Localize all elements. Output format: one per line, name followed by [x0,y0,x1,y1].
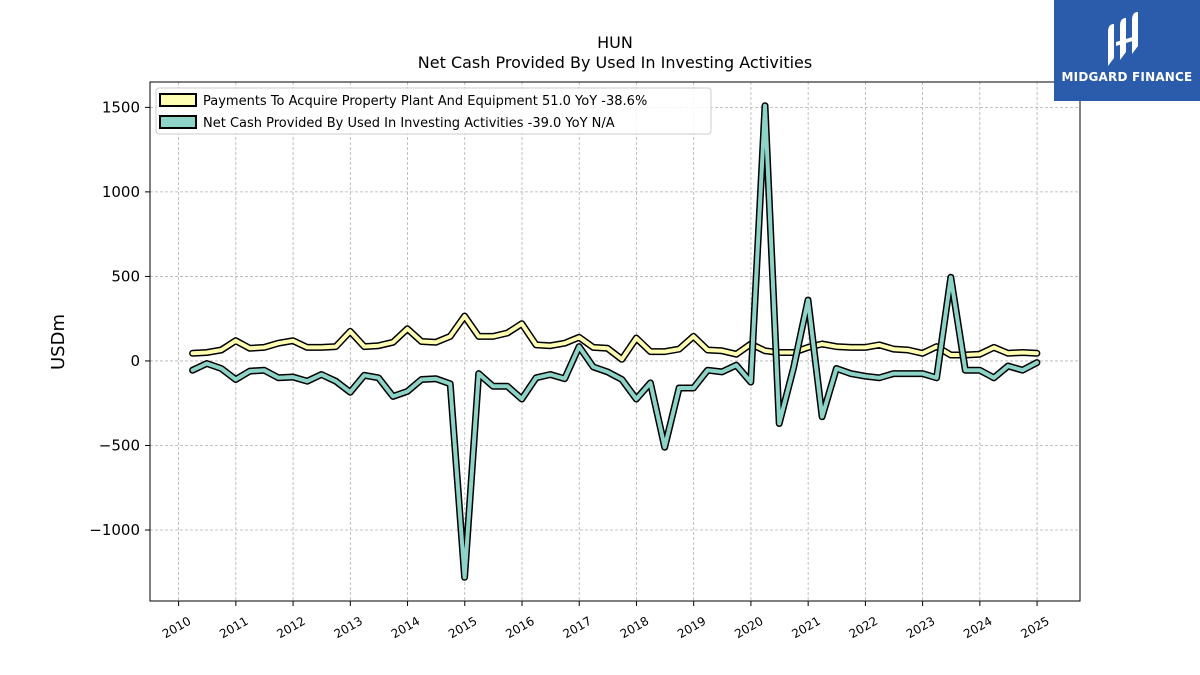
logo-text: MIDGARD FINANCE [1061,70,1193,84]
legend-swatch-investing [159,115,197,129]
x-tick-label: 2013 [332,614,365,641]
x-tick-label: 2015 [446,614,479,641]
x-tick-label: 2023 [904,614,937,641]
legend-label-capex: Payments To Acquire Property Plant And E… [203,94,647,109]
legend-swatch-capex [159,93,197,107]
x-tick-label: 2022 [847,614,880,641]
x-tick-label: 2019 [675,614,708,641]
x-tick-label: 2011 [217,614,250,641]
x-tick-label: 2020 [732,614,765,641]
y-tick-label: 1000 [102,183,140,201]
x-tick-label: 2024 [961,614,994,641]
chart-title: HUN [597,33,633,52]
y-axis: −1000 −500 0 500 1000 1500 [89,98,150,539]
x-tick-label: 2017 [561,614,594,641]
y-tick-label: 500 [111,267,140,285]
y-tick-label: −1000 [89,521,140,539]
x-tick-label: 2012 [274,614,307,641]
legend: Payments To Acquire Property Plant And E… [155,87,712,135]
x-axis: 2010 2011 2012 2013 2014 2015 2016 2017 2018 2019… [160,601,1052,641]
series-capex-line [190,314,1039,362]
chart-subtitle: Net Cash Provided By Used In Investing A… [418,53,812,72]
y-axis-label: USDm [48,314,69,370]
x-tick-label: 2014 [389,614,422,641]
y-tick-label: 0 [130,352,140,370]
y-tick-label: 1500 [102,98,140,116]
x-tick-label: 2010 [160,614,193,641]
series-layer [189,102,1041,581]
series-investing-line [190,103,1039,580]
brand-logo: MIDGARD FINANCE [1054,0,1200,101]
plot-frame [149,81,1081,602]
logo-mark-icon [1108,12,1138,66]
x-tick-label: 2018 [618,614,651,641]
x-tick-label: 2025 [1018,614,1051,641]
x-tick-label: 2021 [789,614,822,641]
y-tick-label: −500 [99,436,140,454]
x-tick-label: 2016 [503,614,536,641]
series-investing-outline [189,102,1041,581]
legend-box [155,87,712,135]
legend-label-investing: Net Cash Provided By Used In Investing A… [203,116,615,131]
